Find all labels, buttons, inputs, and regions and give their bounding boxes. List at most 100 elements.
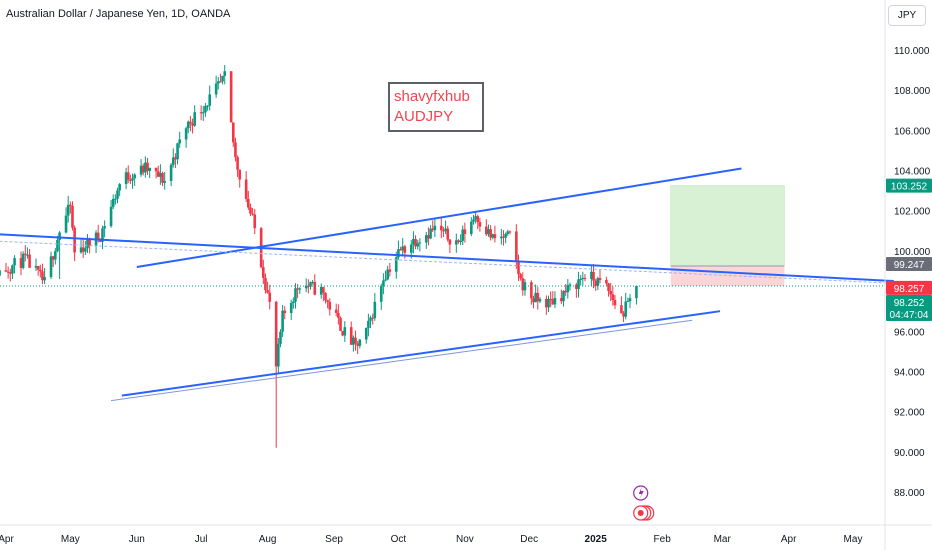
candle-body (219, 81, 222, 83)
candle-body (613, 299, 617, 306)
x-tick-label: Oct (391, 534, 407, 545)
x-tick-label: Mar (714, 534, 732, 545)
candle-body (41, 271, 44, 281)
candle-body (369, 317, 372, 321)
x-tick-label: Apr (0, 534, 14, 545)
candle-body (590, 271, 593, 279)
candle-body (401, 246, 404, 251)
x-tick-label: 2025 (585, 534, 608, 545)
candle-body (199, 112, 203, 114)
candle-body (4, 270, 8, 272)
candle-body (624, 301, 628, 317)
candle-body (364, 327, 368, 340)
candle-body (221, 75, 224, 82)
entry-price-label-bg (886, 257, 932, 272)
candle-body (71, 205, 74, 228)
candle-body (274, 301, 278, 367)
candle-body (459, 240, 462, 243)
candle-body (11, 265, 14, 274)
candle-body (73, 227, 76, 253)
candle-body (129, 179, 132, 181)
candle-body (21, 253, 25, 268)
candle-body (253, 214, 257, 229)
candle-body (131, 178, 134, 181)
candle-body (298, 288, 302, 290)
candle-body (26, 254, 29, 256)
candle-body (382, 280, 385, 286)
candle-body (403, 246, 407, 253)
watermark-line-1: shavyfxhub (394, 88, 470, 105)
candle-body (373, 301, 377, 319)
candle-body (281, 310, 284, 332)
trendline-upper-channel (136, 167, 742, 268)
candle-body (592, 271, 595, 281)
candle-body (517, 261, 520, 275)
candle-body (519, 274, 522, 279)
candle-body (307, 285, 310, 287)
candle-body (184, 128, 188, 140)
candle-body (304, 285, 308, 289)
y-tick-label: 102.000 (894, 207, 931, 218)
y-tick-label: 94.000 (894, 367, 925, 378)
candle-body (478, 222, 482, 227)
candle-body (39, 269, 42, 272)
candle-body (283, 310, 287, 313)
candle-body (575, 284, 578, 289)
candle-body (231, 122, 235, 143)
candle-body (547, 298, 550, 308)
candle-body (538, 298, 542, 302)
x-tick-label: May (61, 534, 80, 545)
candle-body (156, 171, 160, 177)
candle-body (43, 277, 46, 281)
candle-body (191, 123, 194, 126)
dividend-icon (637, 510, 644, 516)
candle-body (163, 180, 166, 183)
candle-body (455, 240, 458, 245)
candle-body (439, 225, 443, 231)
candle-body (266, 290, 269, 293)
candle-body (101, 228, 104, 242)
candle-body (379, 285, 383, 302)
candle-body (292, 301, 295, 304)
watermark-line-2: AUDJPY (394, 108, 454, 125)
candle-body (549, 298, 552, 300)
candle-body (444, 228, 447, 232)
candle-body (442, 230, 445, 232)
candle-body (6, 271, 10, 273)
candle-body (354, 337, 357, 344)
x-tick-label: Feb (654, 534, 672, 545)
candle-body (500, 236, 503, 239)
candle-body (229, 71, 233, 123)
candle-body (566, 285, 570, 293)
candle-body (328, 302, 332, 310)
candle-body (416, 243, 420, 247)
candle-body (8, 272, 12, 274)
candle-body (109, 206, 113, 227)
candle-body (262, 267, 265, 278)
profit-zone (670, 185, 785, 267)
candle-body (461, 229, 465, 241)
candle-body (96, 232, 100, 239)
candle-body (279, 331, 282, 344)
candle-body (598, 278, 602, 280)
candle-body (337, 312, 340, 318)
candle-body (476, 216, 480, 223)
candle-body (249, 207, 252, 214)
candle-body (126, 172, 130, 180)
candle-body (562, 290, 565, 302)
trendline-lower-channel (121, 310, 721, 397)
candle-body (319, 286, 323, 295)
candle-body (193, 112, 196, 126)
candle-body (169, 164, 173, 181)
candle-body (247, 198, 250, 208)
candle-body (236, 157, 239, 170)
candle-body (568, 284, 572, 286)
candle-body (289, 303, 293, 313)
target-price-label: 103.252 (886, 178, 932, 193)
candle-body (412, 239, 415, 245)
currency-button[interactable]: JPY (888, 5, 926, 26)
stop-price-label-bg (886, 280, 932, 295)
candle-body (277, 343, 280, 367)
